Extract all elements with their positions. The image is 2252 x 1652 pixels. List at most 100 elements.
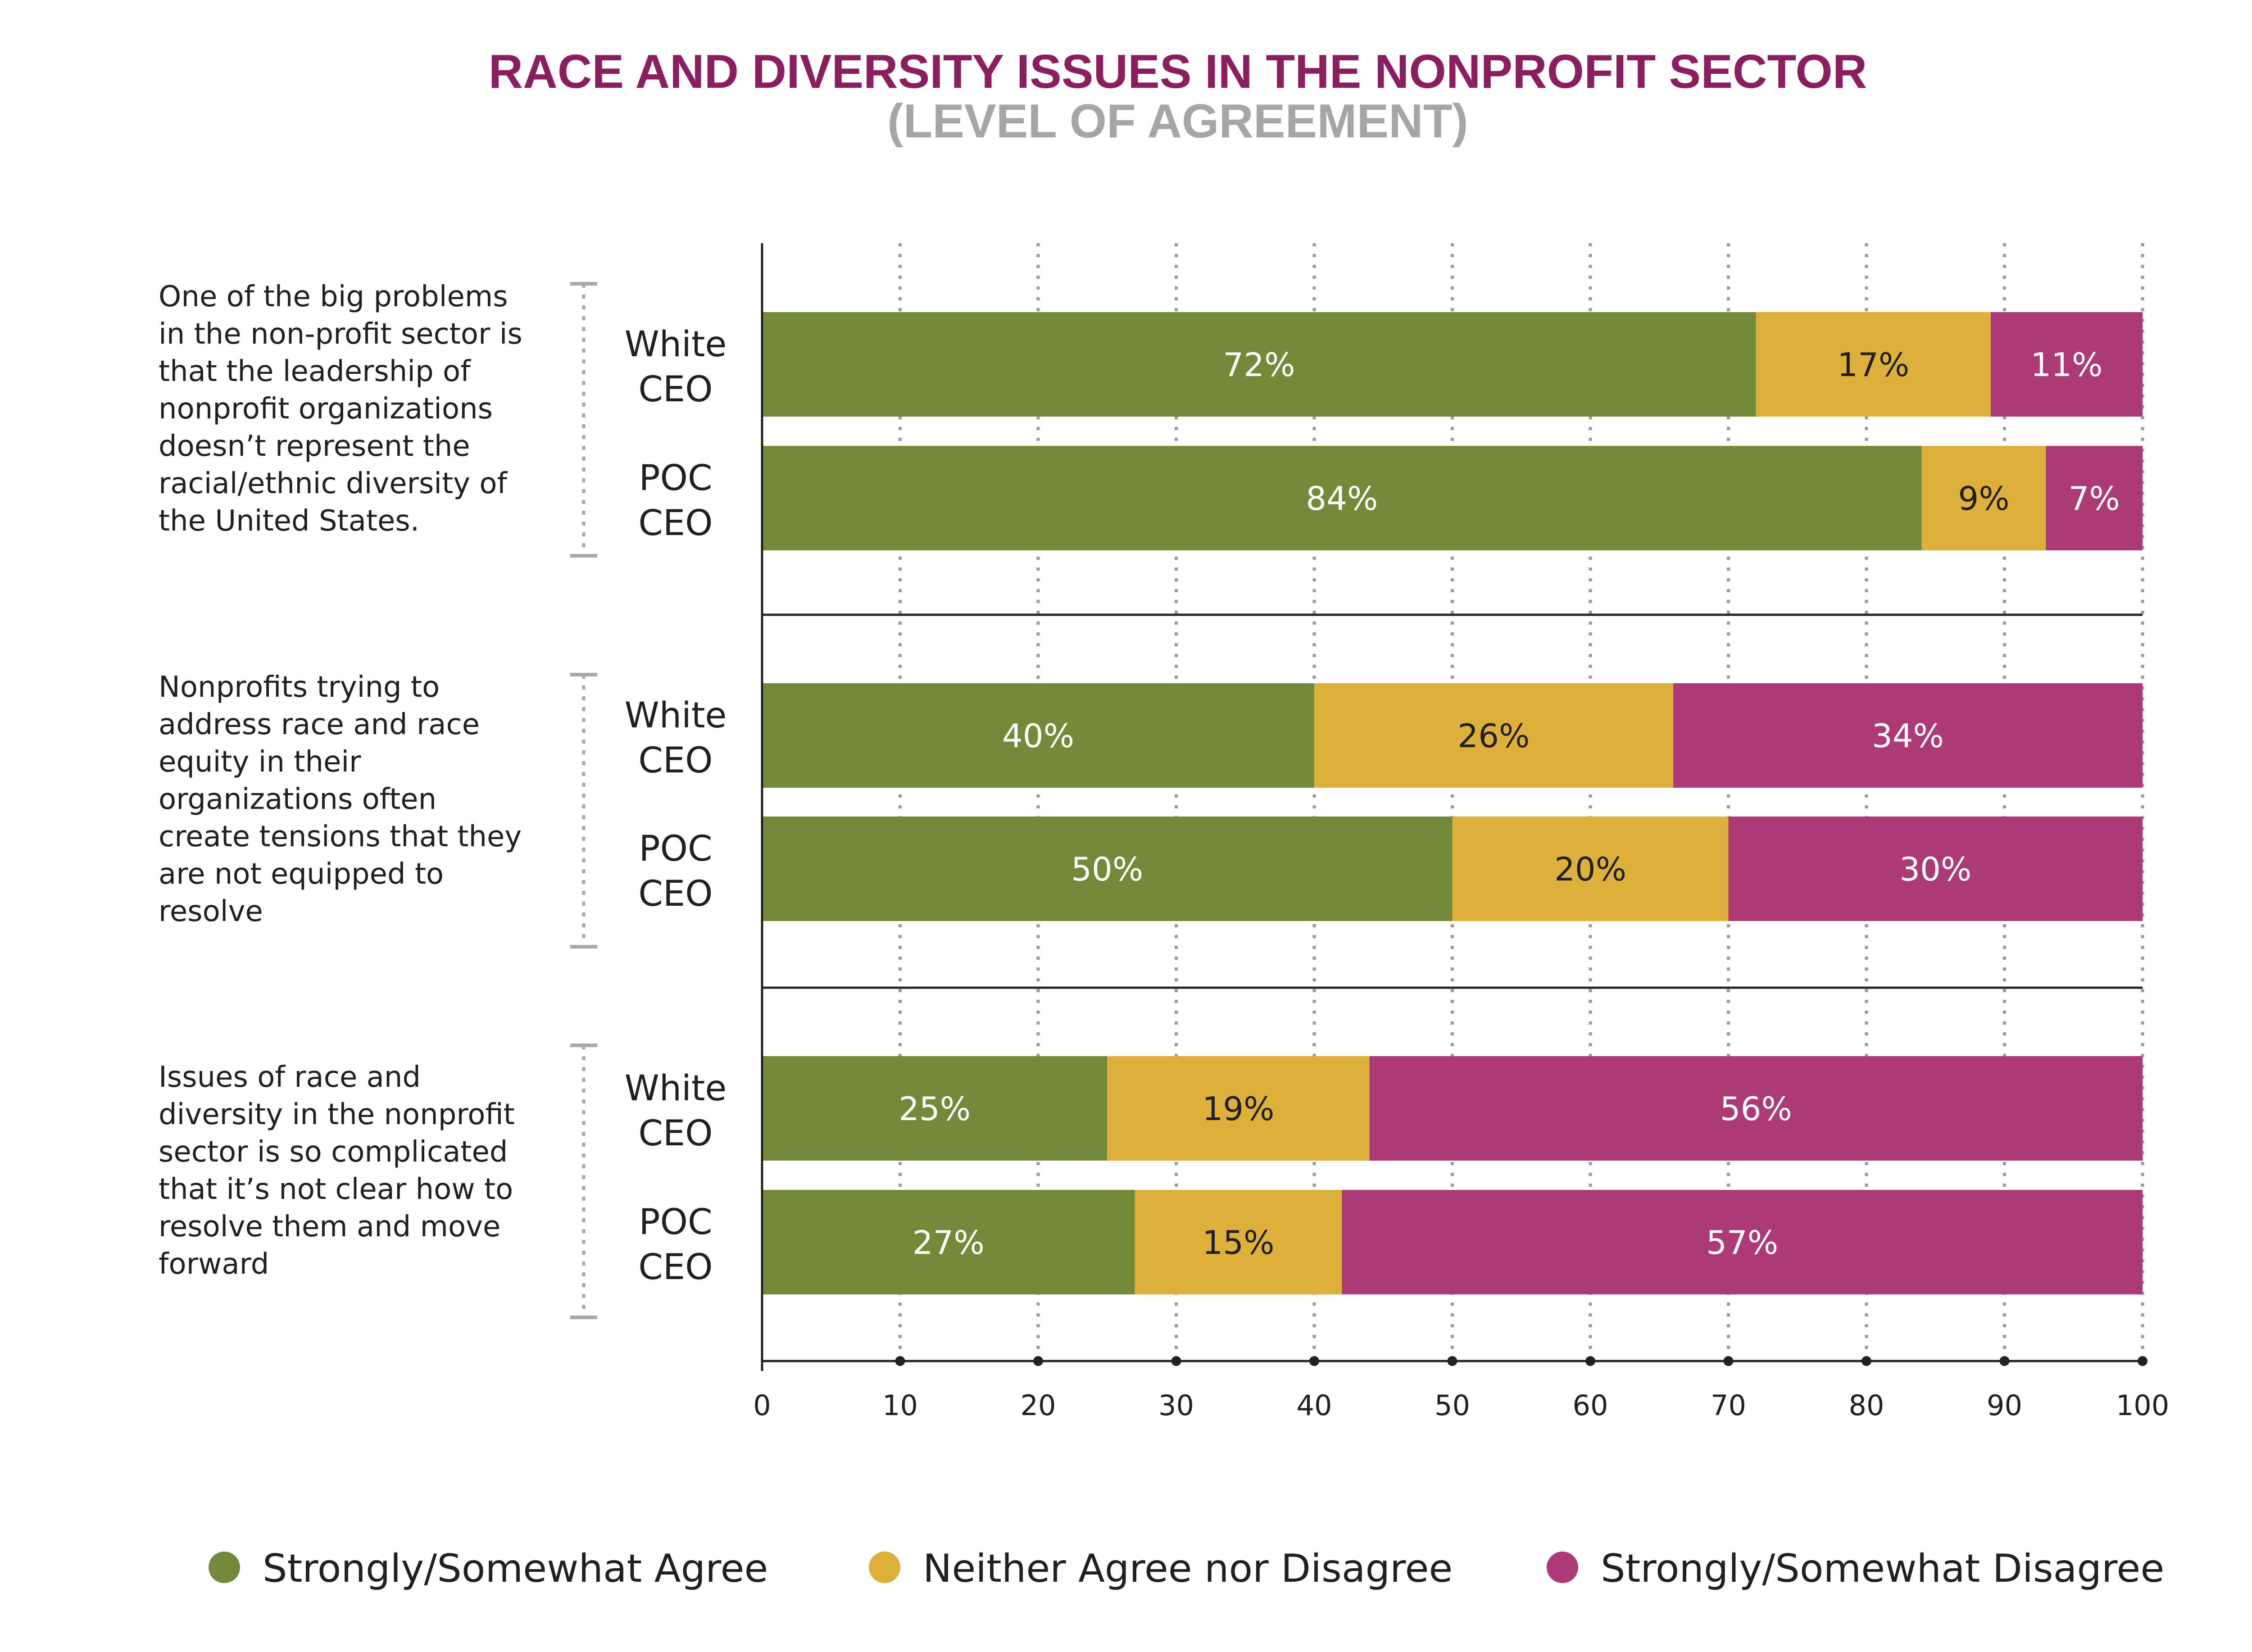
x-tick-label: 50 [1435, 1389, 1470, 1422]
bar-value-label: 40% [1002, 717, 1074, 755]
bar-segment-disagree [1990, 312, 2143, 417]
bars: 72% 17% 11% 84% 9% 7% 40% 26% 34% 50% 20% 30% 25% 19%… [762, 312, 2143, 1294]
bar-category-line: White [625, 324, 727, 365]
question-line: sector is so complicated [159, 1135, 508, 1169]
bar-value-label: 20% [1554, 850, 1626, 888]
bar-value-label: 25% [899, 1090, 971, 1128]
x-tick-dot [1862, 1356, 1871, 1366]
bar-segment-neutral [1135, 1190, 1342, 1294]
question-line: doesn’t represent the [159, 430, 470, 463]
bar-value-label: 72% [1223, 346, 1295, 384]
x-tick-label: 30 [1158, 1389, 1194, 1422]
bar-segment-neutral [1756, 312, 1991, 417]
question-line: are not equipped to [159, 858, 444, 891]
bar-value-label: 9% [1958, 480, 2009, 517]
bar-category-line: POC [639, 1202, 713, 1243]
x-tick-dot [895, 1356, 905, 1366]
x-tick-label: 0 [753, 1389, 771, 1422]
bar-category-line: White [625, 695, 727, 736]
bar-segment-neutral [1452, 817, 1729, 921]
bar-category-line: White [625, 1068, 727, 1109]
question-line: One of the big problems [159, 280, 508, 313]
chart-subtitle: (LEVEL OF AGREEMENT) [887, 95, 1468, 148]
x-tick-label: 40 [1297, 1389, 1332, 1422]
bar-value-label: 7% [2069, 480, 2120, 517]
legend: Strongly/Somewhat Agree Neither Agree nor… [209, 1546, 2164, 1591]
question-line: address race and race [159, 708, 480, 741]
bar-category-label: POC CEO [638, 458, 713, 544]
bar-category-label: White CEO [625, 1068, 727, 1154]
question-line: in the non-profit sector is [159, 318, 522, 351]
bar-value-label: 15% [1202, 1224, 1274, 1262]
bar-segment-disagree [1728, 817, 2143, 921]
bar-value-label: 27% [913, 1224, 985, 1262]
bar-value-label: 84% [1306, 480, 1378, 517]
bar-value-label: 19% [1202, 1090, 1274, 1128]
x-tick-dot [1999, 1356, 2010, 1366]
bar-category-label: POC CEO [638, 829, 713, 914]
x-tick-dot [1723, 1356, 1734, 1366]
bar-category-label: POC CEO [638, 1202, 713, 1288]
question-line: that the leadership of [159, 355, 471, 388]
x-tick-dot [1309, 1356, 1319, 1366]
bar-category-line: CEO [638, 1247, 713, 1288]
legend-swatch-agree [209, 1552, 240, 1583]
bar-category-line: CEO [638, 874, 713, 914]
question-text: One of the big problems in the non-profit… [159, 280, 522, 538]
question-line: racial/ethnic diversity of [159, 467, 508, 500]
x-tick-label: 100 [2116, 1389, 2169, 1422]
bar-segment-disagree [2046, 446, 2143, 550]
category-labels: One of the big problems in the non-profit… [159, 280, 727, 1319]
question-line: Issues of race and [159, 1061, 421, 1094]
bar-category-line: CEO [638, 369, 713, 410]
x-tick-dot [1033, 1356, 1043, 1366]
x-axis: 0 10 20 30 40 50 60 70 80 90 100 [753, 243, 2169, 1422]
legend-swatch-disagree [1547, 1552, 1578, 1583]
question-line: equity in their [159, 745, 361, 779]
x-tick-label: 60 [1573, 1389, 1608, 1422]
question-line: create tensions that they [159, 820, 522, 853]
gridlines [899, 243, 2144, 1361]
x-tick-label: 80 [1849, 1389, 1884, 1422]
legend-label: Neither Agree nor Disagree [923, 1546, 1453, 1591]
x-tick-dot [1585, 1356, 1595, 1366]
question-line: resolve [159, 895, 263, 928]
bar-segment-agree [762, 1190, 1135, 1294]
bar-segment-disagree [1673, 683, 2143, 788]
legend-label: Strongly/Somewhat Disagree [1601, 1546, 2164, 1591]
bar-value-label: 17% [1837, 346, 1909, 384]
question-line: the United States. [159, 504, 419, 538]
bar-value-label: 26% [1457, 717, 1530, 755]
bar-segment-agree [762, 1056, 1108, 1161]
bar-segment-agree [762, 817, 1453, 921]
x-tick-label: 90 [1987, 1389, 2022, 1422]
bar-category-line: POC [639, 829, 713, 869]
bar-segment-disagree [1369, 1056, 2143, 1161]
x-tick-dot [1171, 1356, 1181, 1366]
question-line: Nonprofits trying to [159, 671, 440, 704]
bar-value-label: 34% [1872, 717, 1944, 755]
question-line: nonprofit organizations [159, 392, 493, 426]
bar-value-label: 11% [2030, 346, 2102, 384]
bar-category-line: POC [639, 458, 713, 499]
bar-segment-neutral [1314, 683, 1673, 788]
question-line: organizations often [159, 783, 436, 816]
bar-category-label: White CEO [625, 695, 727, 781]
x-tick-label: 20 [1021, 1389, 1056, 1422]
legend-swatch-neutral [869, 1552, 900, 1583]
bar-segment-disagree [1342, 1190, 2143, 1294]
bar-value-label: 56% [1720, 1090, 1792, 1128]
bar-value-label: 30% [1899, 850, 1971, 888]
question-line: diversity in the nonprofit [159, 1098, 515, 1131]
question-line: forward [159, 1248, 269, 1281]
bar-segment-agree [762, 312, 1756, 417]
bar-category-line: CEO [638, 740, 713, 781]
question-text: Nonprofits trying to address race and rac… [159, 671, 522, 928]
bar-segment-agree [762, 683, 1314, 788]
x-tick-dot [1447, 1356, 1457, 1366]
bar-segment-agree [762, 446, 1922, 550]
legend-label: Strongly/Somewhat Agree [263, 1546, 768, 1591]
question-line: resolve them and move [159, 1210, 500, 1244]
x-tick-dot [2138, 1356, 2148, 1366]
